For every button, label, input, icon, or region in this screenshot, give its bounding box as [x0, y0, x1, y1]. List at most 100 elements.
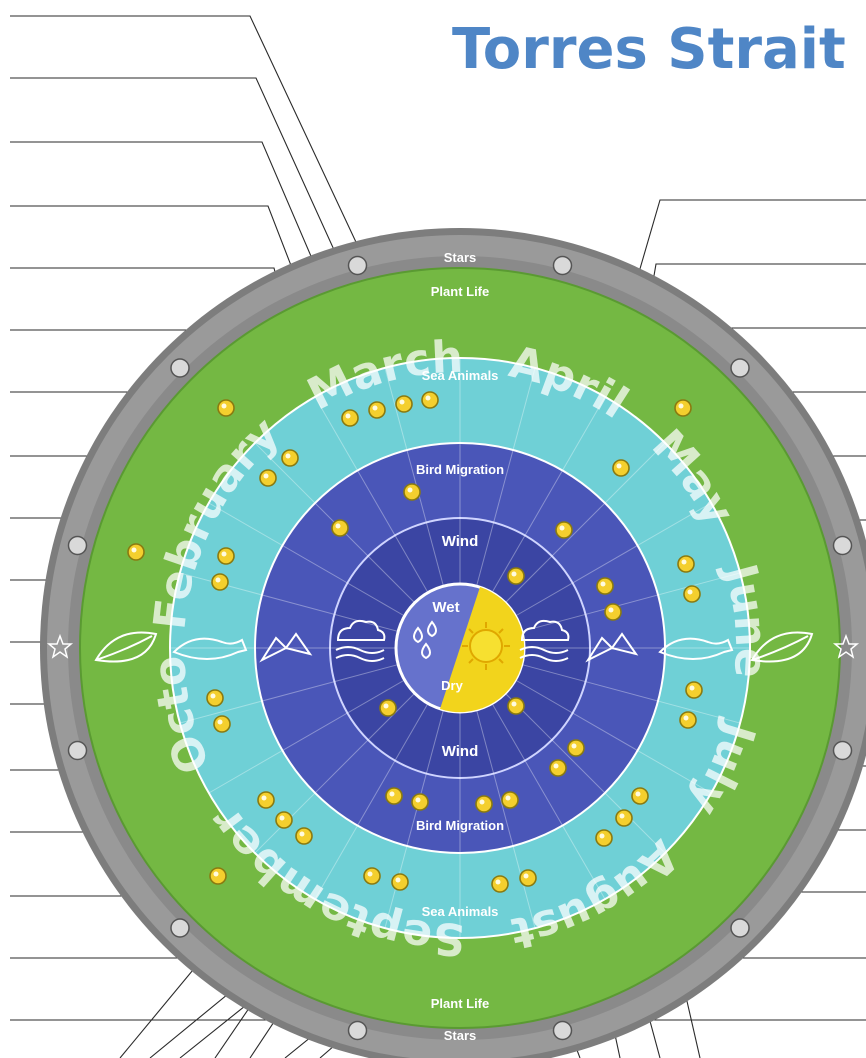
event-marker-highlight	[279, 815, 285, 821]
event-marker-highlight	[389, 791, 395, 797]
event-marker	[519, 869, 537, 887]
segment-divider	[521, 664, 741, 724]
event-markers	[127, 391, 703, 893]
segment-divider	[521, 572, 741, 632]
cloud-wind-icon	[335, 619, 386, 662]
bird-icon	[585, 632, 639, 663]
wind-label-bottom: Wind	[442, 743, 479, 760]
event-marker	[555, 521, 573, 539]
event-marker	[341, 409, 359, 427]
event-marker-highlight	[559, 525, 565, 531]
month-label: January	[0, 0, 16, 11]
event-marker	[631, 787, 649, 805]
event-marker-highlight	[687, 589, 693, 595]
frame-bolt	[832, 535, 853, 556]
segment-divider	[491, 703, 606, 900]
event-marker-highlight	[495, 879, 501, 885]
event-marker-highlight	[608, 607, 614, 613]
event-marker	[612, 459, 630, 477]
event-marker-highlight	[678, 403, 684, 409]
event-marker-highlight	[635, 791, 641, 797]
event-marker	[217, 399, 235, 417]
event-marker-highlight	[681, 559, 687, 565]
segment-divider	[384, 367, 444, 587]
event-marker	[217, 547, 235, 565]
dugong-icon	[658, 637, 734, 660]
event-marker	[421, 391, 439, 409]
star-icon	[832, 633, 860, 659]
segment-divider	[314, 396, 429, 593]
event-marker-highlight	[263, 473, 269, 479]
event-marker	[363, 867, 381, 885]
month-label: December	[0, 0, 23, 11]
event-marker-highlight	[599, 833, 605, 839]
event-marker	[507, 697, 525, 715]
event-marker	[595, 829, 613, 847]
event-marker-highlight	[383, 703, 389, 709]
event-marker-highlight	[407, 487, 413, 493]
event-marker	[615, 809, 633, 827]
frame-bolt	[347, 255, 368, 276]
event-marker	[295, 827, 313, 845]
event-marker	[549, 759, 567, 777]
event-marker-highlight	[210, 693, 216, 699]
event-marker-highlight	[523, 873, 529, 879]
event-marker-highlight	[600, 581, 606, 587]
event-marker-highlight	[511, 571, 517, 577]
bird-icon	[259, 632, 313, 663]
event-marker	[491, 875, 509, 893]
event-marker	[475, 795, 493, 813]
plant-life-label-top: Plant Life	[431, 284, 490, 299]
event-marker-highlight	[571, 743, 577, 749]
plant-life-label-bottom: Plant Life	[431, 996, 490, 1011]
dugong-icon	[172, 637, 248, 660]
event-marker	[209, 867, 227, 885]
star-icon	[46, 633, 74, 659]
wind-label-top: Wind	[442, 533, 479, 550]
segment-divider	[179, 664, 399, 724]
event-marker-highlight	[285, 453, 291, 459]
event-marker-highlight	[683, 715, 689, 721]
frame-bolt	[347, 1020, 368, 1041]
segment-divider	[504, 442, 666, 604]
event-marker-highlight	[131, 547, 137, 553]
event-marker	[683, 585, 701, 603]
event-marker	[507, 567, 525, 585]
segment-divider	[491, 396, 606, 593]
segment-divider	[208, 679, 405, 794]
wet-label: Wet	[432, 599, 459, 616]
event-marker-highlight	[221, 403, 227, 409]
frame-bolts	[67, 255, 853, 1041]
frame-bolt	[170, 358, 190, 378]
event-marker-highlight	[479, 799, 485, 805]
event-marker-highlight	[399, 399, 405, 405]
event-marker	[206, 689, 224, 707]
leaf-icon	[750, 631, 814, 663]
frame-bolt	[832, 740, 853, 761]
event-marker-highlight	[619, 813, 625, 819]
event-marker-highlight	[345, 413, 351, 419]
event-marker	[281, 449, 299, 467]
event-marker-highlight	[221, 551, 227, 557]
event-marker	[331, 519, 349, 537]
frame-bolt	[67, 740, 88, 761]
segment-divider	[384, 709, 444, 929]
frame-bolt	[730, 918, 750, 938]
bird-migration-label-top: Bird Migration	[416, 462, 504, 477]
event-marker	[213, 715, 231, 733]
sun-icon	[462, 622, 510, 670]
frame-bolt	[170, 918, 190, 938]
frame-bolt	[730, 358, 750, 378]
event-marker	[567, 739, 585, 757]
event-marker-highlight	[299, 831, 305, 837]
event-marker	[395, 395, 413, 413]
event-marker-highlight	[689, 685, 695, 691]
frame-bolt	[552, 255, 573, 276]
event-marker-highlight	[553, 763, 559, 769]
event-marker-highlight	[367, 871, 373, 877]
event-marker	[677, 555, 695, 573]
event-marker	[385, 787, 403, 805]
sea-animals-label-top: Sea Animals	[422, 368, 499, 383]
event-marker-highlight	[217, 719, 223, 725]
leaf-icon	[94, 631, 158, 663]
